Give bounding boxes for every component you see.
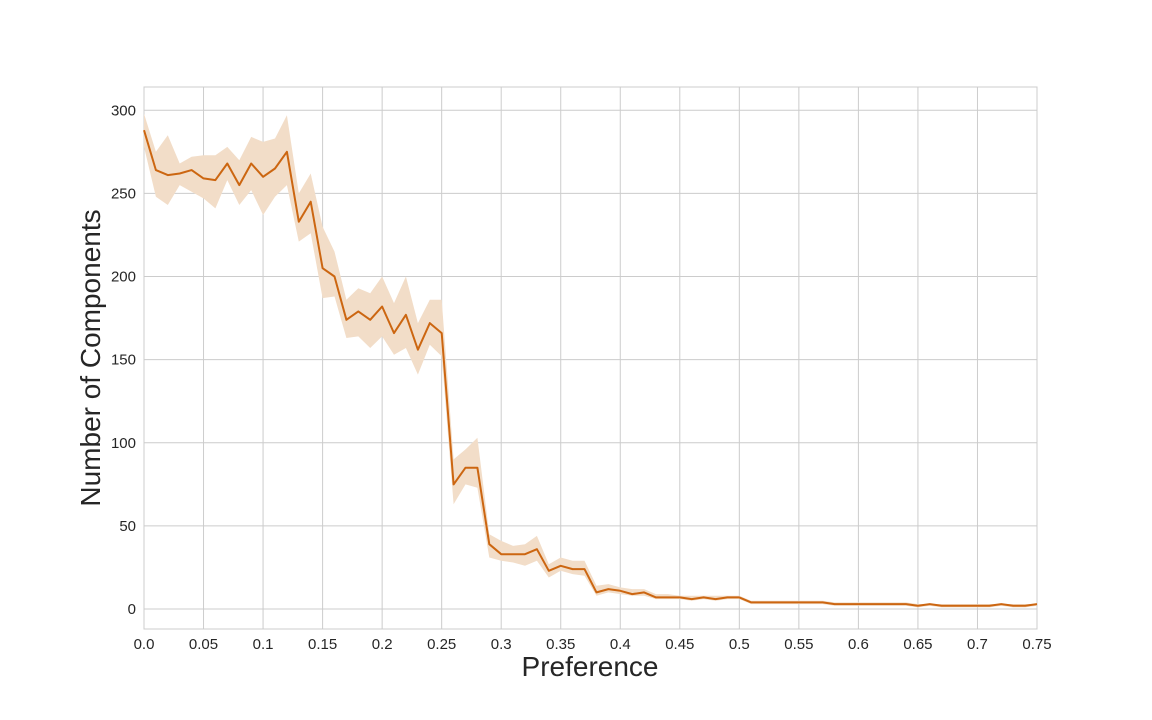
x-tick-label: 0.05 bbox=[189, 636, 218, 653]
x-tick-label: 0.45 bbox=[665, 636, 694, 653]
x-tick-label: 0.75 bbox=[1022, 636, 1051, 653]
y-tick-label: 200 bbox=[111, 269, 136, 286]
x-tick-label: 0.25 bbox=[427, 636, 456, 653]
y-tick-label: 150 bbox=[111, 352, 136, 369]
x-axis-label: Preference bbox=[522, 651, 659, 682]
y-tick-label: 300 bbox=[111, 102, 136, 119]
series-line bbox=[143, 129, 1038, 607]
x-tick-label: 0.1 bbox=[253, 636, 274, 653]
y-axis-label: Number of Components bbox=[75, 209, 106, 506]
plot-frame bbox=[143, 86, 1038, 630]
y-tick-label: 0 bbox=[128, 601, 136, 618]
x-tick-label: 0.0 bbox=[134, 636, 155, 653]
x-tick-label: 0.3 bbox=[491, 636, 512, 653]
x-gridlines bbox=[143, 87, 1038, 629]
x-tick-label: 0.15 bbox=[308, 636, 337, 653]
confidence-band bbox=[144, 113, 1037, 608]
x-tick-label: 0.2 bbox=[372, 636, 393, 653]
x-tick-label: 0.7 bbox=[967, 636, 988, 653]
x-tick-label: 0.55 bbox=[784, 636, 813, 653]
x-tick-label: 0.4 bbox=[610, 636, 631, 653]
x-tick-label: 0.6 bbox=[848, 636, 869, 653]
x-tick-label: 0.35 bbox=[546, 636, 575, 653]
y-tick-labels: 0 50 100 150 200 250 300 bbox=[111, 102, 136, 618]
x-tick-labels: 0.0 0.05 0.1 0.15 0.2 0.25 0.3 0.35 0.4 0.45 0.5 0.… bbox=[134, 636, 1052, 653]
x-tick-label: 0.5 bbox=[729, 636, 750, 653]
y-tick-label: 250 bbox=[111, 185, 136, 202]
y-tick-label: 50 bbox=[119, 518, 136, 535]
x-tick-label: 0.65 bbox=[903, 636, 932, 653]
y-tick-label: 100 bbox=[111, 435, 136, 452]
